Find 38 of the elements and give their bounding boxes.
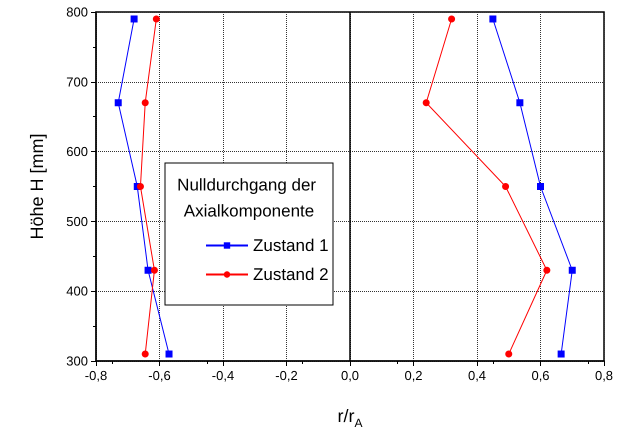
- point: [537, 183, 544, 190]
- y-tick-label: 300: [66, 354, 88, 368]
- point: [448, 15, 456, 22]
- y-tick-label: 500: [66, 214, 88, 229]
- point: [558, 350, 565, 358]
- y-tick-label: 400: [66, 284, 88, 299]
- point: [543, 266, 550, 274]
- point: [489, 15, 496, 22]
- point: [502, 183, 510, 190]
- point: [505, 350, 512, 358]
- x-tick-label: -0,4: [212, 368, 234, 383]
- x-tick-label: -0,6: [148, 368, 171, 383]
- y-tick-label: 600: [66, 144, 88, 160]
- legend-title: Nulldurchgang der Axialkomponente: [177, 176, 321, 220]
- x-tick-label: -0,2: [275, 368, 298, 383]
- x-tick-label: 0,2: [404, 368, 423, 383]
- legend-label: Zustand 2: [253, 265, 329, 284]
- point: [166, 350, 173, 358]
- point: [142, 350, 149, 358]
- x-tick-label: 0,6: [531, 368, 550, 383]
- x-tick-label: 0,8: [594, 368, 614, 383]
- y-axis-title: Höhe H [mm]: [27, 133, 47, 240]
- y-tick-label: 700: [66, 74, 88, 90]
- point: [144, 266, 152, 274]
- x-tick-label: 0,4: [468, 368, 486, 383]
- x-tick-label: -0,8: [84, 368, 108, 383]
- point: [568, 266, 576, 274]
- point: [136, 183, 144, 190]
- point: [142, 99, 149, 106]
- legend-label: Zustand 1: [253, 236, 329, 255]
- point: [516, 99, 524, 106]
- point: [422, 99, 430, 106]
- point: [130, 15, 138, 22]
- x-tick-label: 0,0: [340, 368, 360, 383]
- point: [152, 15, 160, 22]
- point: [114, 99, 122, 106]
- y-tick-label: 800: [66, 4, 88, 20]
- point: [150, 266, 158, 274]
